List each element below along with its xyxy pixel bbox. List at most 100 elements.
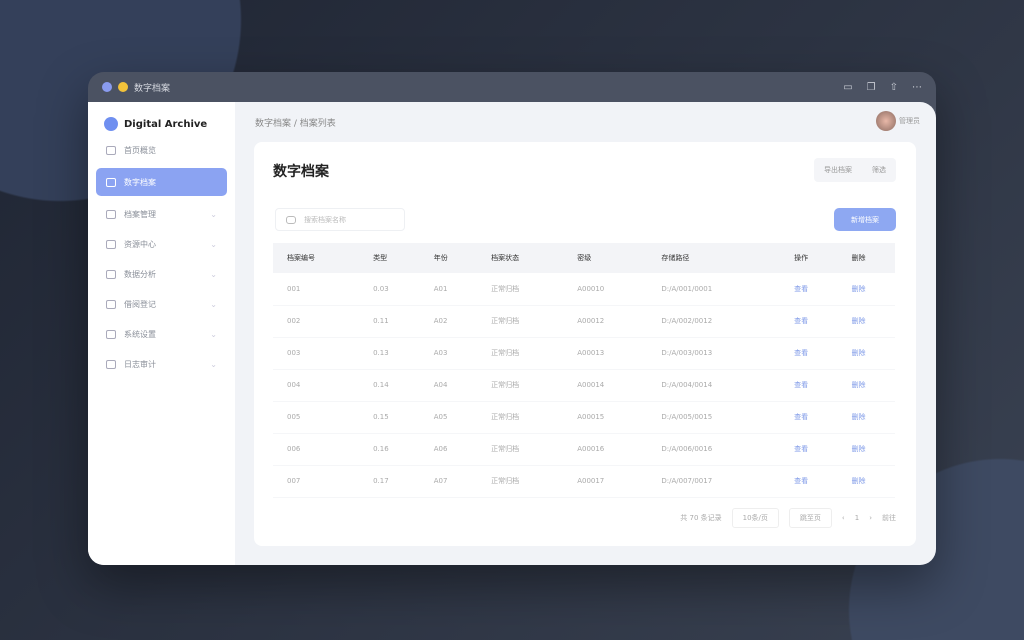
- sidebar-item-label: 资源中心: [124, 239, 156, 249]
- table-cell: 0.15: [359, 401, 420, 434]
- table-cell: D:/A/003/0013: [647, 337, 781, 370]
- settings-icon: [106, 329, 116, 339]
- page-title: 数字档案: [273, 164, 329, 180]
- sidebar-item-label: 数据分析: [124, 269, 156, 279]
- table-cell: A00017: [563, 465, 648, 498]
- table-cell: 003: [273, 337, 360, 370]
- table-row: 007 0.17 A07 正常归档 A00017 D:/A/007/0017 查看 删除: [273, 465, 895, 498]
- search-input[interactable]: 搜索档案名称: [275, 208, 405, 231]
- table-cell: A00012: [563, 305, 648, 338]
- goto-button[interactable]: 前往: [882, 514, 896, 522]
- jump-input[interactable]: 跳至页: [788, 508, 832, 528]
- table-cell: A07: [419, 465, 478, 498]
- delete-link[interactable]: 删除: [837, 465, 895, 498]
- sidebar-item-label: 档案管理: [124, 209, 156, 219]
- pin-icon[interactable]: ⇧: [889, 81, 898, 93]
- table-cell: 正常归档: [477, 465, 564, 498]
- sidebar-item-label: 借阅登记: [124, 299, 156, 309]
- table-cell: 正常归档: [477, 369, 564, 402]
- view-link[interactable]: 查看: [780, 401, 838, 434]
- view-link[interactable]: 查看: [780, 369, 838, 402]
- sidebar-item[interactable]: 系统设置 ⌄: [96, 320, 227, 348]
- table-cell: A04: [419, 369, 478, 402]
- home-icon: [106, 145, 116, 155]
- delete-link[interactable]: 删除: [837, 433, 895, 466]
- sidebar-item[interactable]: 资源中心 ⌄: [96, 230, 227, 258]
- avatar[interactable]: [876, 111, 896, 131]
- chevron-down-icon: ⌄: [210, 329, 217, 339]
- column-header: 档案编号: [273, 243, 360, 273]
- column-header: 档案状态: [477, 243, 564, 273]
- column-header: 密级: [563, 243, 648, 273]
- chevron-down-icon: ⌄: [210, 209, 217, 219]
- logo-icon: [104, 117, 118, 131]
- column-header: 年份: [419, 243, 478, 273]
- status-dot-icon: [118, 82, 128, 92]
- prev-button[interactable]: ‹: [841, 514, 845, 522]
- table-cell: D:/A/001/0001: [647, 273, 781, 306]
- app-icon: [102, 82, 112, 92]
- table-cell: A00016: [563, 433, 648, 466]
- delete-link[interactable]: 删除: [837, 401, 895, 434]
- view-link[interactable]: 查看: [780, 433, 838, 466]
- table-cell: A05: [419, 401, 478, 434]
- total-count: 共 70 条记录: [680, 514, 722, 522]
- more-icon[interactable]: ⋯: [912, 81, 922, 93]
- table-cell: 0.11: [359, 305, 420, 338]
- delete-link[interactable]: 删除: [837, 337, 895, 370]
- table-row: 005 0.15 A05 正常归档 A00015 D:/A/005/0015 查看 删除: [273, 401, 895, 434]
- chart-icon: [106, 269, 116, 279]
- delete-link[interactable]: 删除: [837, 369, 895, 402]
- view-link[interactable]: 查看: [780, 337, 838, 370]
- delete-link[interactable]: 删除: [837, 305, 895, 338]
- book-icon: [106, 299, 116, 309]
- next-button[interactable]: ›: [869, 514, 872, 522]
- log-icon: [106, 359, 116, 369]
- table-cell: 0.13: [359, 337, 420, 370]
- sidebar-item[interactable]: 首页概览: [96, 136, 227, 164]
- table-row: 002 0.11 A02 正常归档 A00012 D:/A/002/0012 查看 删除: [273, 305, 895, 338]
- filter-button[interactable]: 筛选: [872, 166, 886, 174]
- page-size-select[interactable]: 10条/页: [731, 508, 779, 528]
- table-cell: A00015: [563, 401, 648, 434]
- sidebar-item[interactable]: 档案管理 ⌄: [96, 200, 227, 228]
- table-cell: 正常归档: [477, 433, 564, 466]
- sidebar-item-label: 系统设置: [124, 329, 156, 339]
- table-cell: A02: [419, 305, 478, 338]
- archive-icon: [106, 177, 116, 187]
- restore-icon[interactable]: ❐: [866, 81, 876, 93]
- table-row: 001 0.03 A01 正常归档 A00010 D:/A/001/0001 查看 删除: [273, 273, 895, 306]
- table-cell: A00010: [563, 273, 648, 306]
- delete-link[interactable]: 删除: [837, 273, 895, 306]
- chevron-down-icon: ⌄: [210, 299, 217, 309]
- view-link[interactable]: 查看: [780, 305, 838, 338]
- column-header: 类型: [359, 243, 420, 273]
- brand: Digital Archive: [96, 114, 227, 134]
- table-cell: 001: [273, 273, 360, 306]
- sidebar-item-label: 数字档案: [124, 177, 156, 187]
- table-cell: A00013: [563, 337, 648, 370]
- sidebar-item[interactable]: 借阅登记 ⌄: [96, 290, 227, 318]
- folder-icon: [106, 209, 116, 219]
- table-cell: A00014: [563, 369, 648, 402]
- title-bar: 数字档案 ▭ ❐ ⇧ ⋯: [88, 72, 936, 102]
- window-title: 数字档案: [134, 83, 171, 94]
- view-link[interactable]: 查看: [780, 465, 838, 498]
- add-archive-button[interactable]: 新增档案: [834, 208, 896, 231]
- search-icon: [286, 215, 296, 224]
- table-cell: A06: [419, 433, 478, 466]
- sidebar-item[interactable]: 数据分析 ⌄: [96, 260, 227, 288]
- sidebar-item[interactable]: 数字档案: [96, 168, 227, 196]
- resource-icon: [106, 239, 116, 249]
- content-card: 数字档案 导出档案 筛选 搜索档案名称 新增档案 档案编号 类型 年份 档案状态 密级 存储…: [254, 142, 916, 546]
- table-cell: D:/A/004/0014: [647, 369, 781, 402]
- table-cell: 0.17: [359, 465, 420, 498]
- export-button[interactable]: 导出档案: [824, 166, 852, 174]
- view-link[interactable]: 查看: [780, 273, 838, 306]
- minimize-icon[interactable]: ▭: [843, 81, 853, 93]
- table-cell: 0.16: [359, 433, 420, 466]
- user-name[interactable]: 管理员: [899, 117, 920, 125]
- breadcrumb: 数字档案 / 档案列表: [255, 119, 336, 129]
- page-number[interactable]: 1: [854, 514, 860, 522]
- sidebar-item[interactable]: 日志审计 ⌄: [96, 350, 227, 378]
